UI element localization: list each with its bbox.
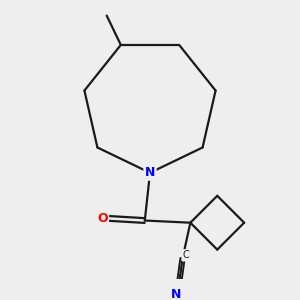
Text: N: N [145,166,155,179]
Text: C: C [183,250,189,260]
Text: O: O [97,212,108,225]
Text: N: N [171,288,181,300]
